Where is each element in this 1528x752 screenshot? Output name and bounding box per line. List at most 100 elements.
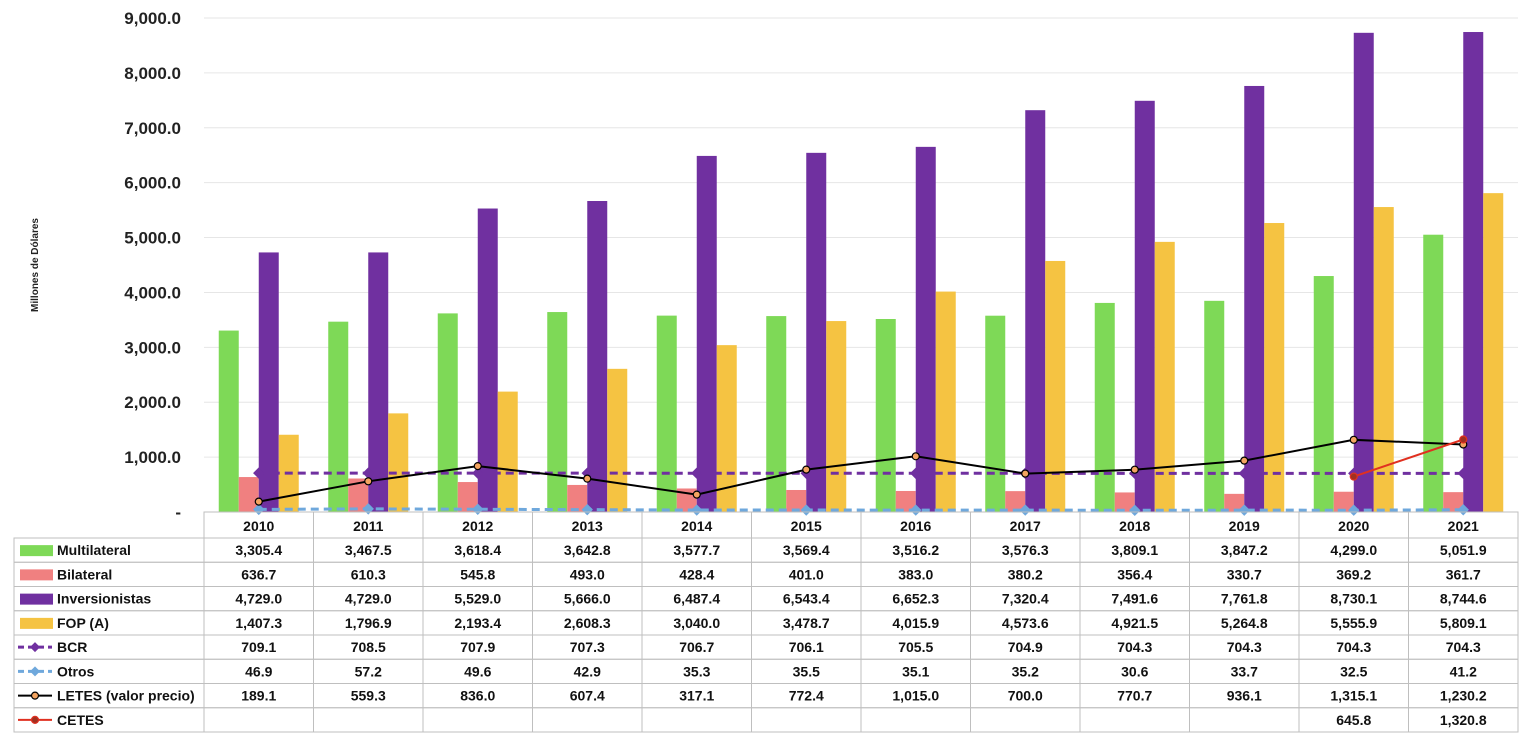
data-label-bcr: 704.3 [1336,639,1371,655]
data-label-otros: 30.6 [1121,663,1148,679]
bar-fop-a--2016 [935,291,956,512]
data-label-inversionistas: 7,320.4 [1002,591,1049,607]
point-letes-valor-precio [1349,435,1358,444]
bar-fop-a--2018 [1154,241,1175,513]
data-label-multilateral: 5,051.9 [1440,542,1487,558]
y-tick-label: 4,000.0 [124,283,181,302]
point-otros [1348,504,1360,516]
data-label-fop-a: 1,407.3 [235,615,282,631]
x-tick-label: 2016 [900,518,931,534]
y-tick-label: 9,000.0 [124,9,181,28]
point-letes-valor-precio [364,477,373,486]
x-tick-label: 2015 [791,518,822,534]
legend-key-letes-valor-precio [18,691,52,700]
data-label-otros: 41.2 [1450,663,1477,679]
data-label-inversionistas: 8,730.1 [1330,591,1377,607]
legend-label-inversionistas: Inversionistas [57,591,151,607]
bar-inversionistas-2020 [1353,32,1374,512]
bar-bilateral-2018 [1114,492,1135,512]
bar-inversionistas-2013 [587,200,608,512]
point-cetes [1459,435,1468,444]
bar-multilateral-2012 [437,313,458,512]
point-bcr [910,467,922,479]
point-letes-valor-precio [1240,456,1249,465]
x-tick-label: 2013 [572,518,603,534]
data-label-fop-a: 3,478.7 [783,615,830,631]
point-bcr [1238,467,1250,480]
data-label-bcr: 709.1 [241,639,276,655]
data-label-bilateral: 369.2 [1336,566,1371,582]
x-tick-label: 2020 [1338,518,1369,534]
legend-label-bcr: BCR [57,639,87,655]
data-label-fop-a: 2,193.4 [454,615,501,631]
legend-key-fop-a [20,617,53,629]
point-otros [800,504,812,516]
point-letes-valor-precio [583,474,592,483]
bar-fop-a--2011 [388,413,409,512]
point-cetes [1349,472,1358,481]
data-label-letes-valor-precio: 772.4 [789,688,824,704]
point-bcr [472,467,484,479]
data-label-multilateral: 3,305.4 [235,542,282,558]
line-cetes [1353,438,1464,478]
legend-label-fop-a: FOP (A) [57,615,109,631]
data-label-bilateral: 380.2 [1008,566,1043,582]
data-label-multilateral: 4,299.0 [1330,542,1377,558]
bar-bilateral-2020 [1333,491,1354,512]
point-otros [472,503,484,515]
data-label-otros: 35.5 [793,663,820,679]
data-label-fop-a: 5,809.1 [1440,615,1487,631]
legend-label-bilateral: Bilateral [57,566,112,582]
data-label-bcr: 708.5 [351,639,386,655]
bar-inversionistas-2019 [1244,85,1265,512]
point-letes-valor-precio [1021,469,1030,478]
point-letes-valor-precio [692,490,701,499]
data-label-multilateral: 3,618.4 [454,542,501,558]
data-label-inversionistas: 6,487.4 [673,591,720,607]
data-label-multilateral: 3,467.5 [345,542,392,558]
data-label-bcr: 704.9 [1008,639,1043,655]
data-label-cetes: 1,320.8 [1440,712,1487,728]
bar-bilateral-2012 [457,482,478,512]
bar-bilateral-2015 [786,489,807,512]
bar-inversionistas-2010 [258,252,279,512]
bar-inversionistas-2015 [806,152,827,513]
data-label-fop-a: 5,264.8 [1221,615,1268,631]
data-label-letes-valor-precio: 189.1 [241,688,276,704]
data-label-letes-valor-precio: 836.0 [460,688,495,704]
data-label-otros: 32.5 [1340,663,1367,679]
data-label-bcr: 704.3 [1117,639,1152,655]
bar-bilateral-2010 [238,477,259,512]
data-label-multilateral: 3,847.2 [1221,542,1268,558]
bar-bilateral-2011 [348,478,369,512]
legend-label-multilateral: Multilateral [57,542,131,558]
bar-multilateral-2011 [328,321,349,512]
x-tick-label: 2010 [243,518,274,534]
data-label-letes-valor-precio: 317.1 [679,688,714,704]
bar-multilateral-2015 [766,316,787,512]
point-otros [1129,504,1141,517]
data-label-inversionistas: 8,744.6 [1440,591,1487,607]
data-label-otros: 57.2 [355,663,382,679]
y-axis: - 1,000.0 2,000.0 3,000.0 4,000.0 5,000.0 6,00… [124,9,181,522]
bar-fop-a--2017 [1045,260,1066,512]
table-row [13,634,1519,660]
point-otros [362,503,374,515]
y-tick-label: 6,000.0 [124,174,181,193]
bar-inversionistas-2012 [477,208,498,512]
data-label-fop-a: 2,608.3 [564,615,611,631]
point-bcr [253,467,265,479]
data-label-bcr: 706.1 [789,639,824,655]
bar-multilateral-2020 [1313,276,1334,512]
bar-multilateral-2014 [656,315,677,512]
data-label-bilateral: 330.7 [1227,566,1262,582]
data-label-fop-a: 5,555.9 [1330,615,1377,631]
bar-inversionistas-2016 [915,146,936,512]
data-label-bcr: 704.3 [1446,639,1481,655]
point-letes-valor-precio [911,452,920,461]
data-label-cetes: 645.8 [1336,712,1371,728]
data-label-multilateral: 3,642.8 [564,542,611,558]
data-label-bilateral: 428.4 [679,566,714,582]
data-label-inversionistas: 4,729.0 [235,591,282,607]
data-label-bilateral: 610.3 [351,566,386,582]
